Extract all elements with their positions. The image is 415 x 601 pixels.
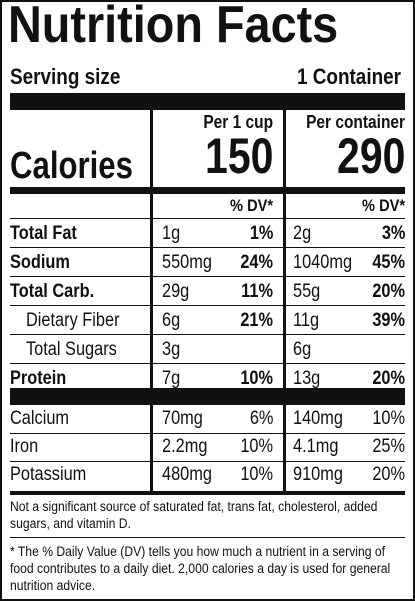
- mineral-name: Iron: [10, 436, 39, 457]
- nutrient-amount-per-container: 11g: [293, 310, 320, 331]
- calories-per-container: 290: [336, 128, 405, 184]
- mineral-dv-per-cup: 6%: [249, 408, 273, 429]
- nutrient-dv-per-container: 20%: [372, 281, 405, 302]
- nutrient-dv-per-cup: 11%: [241, 281, 273, 302]
- nutrient-amount-per-cup: 550mg: [162, 252, 212, 273]
- nutrient-dv-per-container: 45%: [372, 252, 405, 273]
- row-divider: [10, 334, 405, 335]
- footnote-daily-value: * The % Daily Value (DV) tells you how m…: [10, 544, 391, 593]
- nutrient-dv-per-cup: 10%: [240, 368, 273, 389]
- thick-divider-mid: [10, 388, 405, 405]
- mineral-amount-per-cup: 480mg: [162, 464, 212, 485]
- nutrient-dv-per-cup: 21%: [240, 310, 273, 331]
- dv-header-per-container: % DV*: [361, 196, 405, 215]
- nutrient-name: Total Carb.: [10, 281, 95, 302]
- nutrient-name: Total Sugars: [26, 339, 117, 360]
- mineral-dv-per-container: 25%: [372, 436, 405, 457]
- row-divider: [10, 461, 405, 462]
- nutrient-name: Dietary Fiber: [26, 310, 120, 331]
- mineral-dv-per-container: 20%: [372, 464, 405, 485]
- nutrient-name: Sodium: [10, 252, 70, 273]
- medium-divider: [10, 187, 405, 194]
- calories-label: Calories: [10, 145, 133, 187]
- nutrient-amount-per-cup: 6g: [162, 310, 181, 331]
- row-divider: [10, 305, 405, 306]
- row-divider: [10, 247, 405, 248]
- column-divider-2: [283, 109, 286, 492]
- nutrient-amount-per-container: 6g: [293, 339, 312, 360]
- row-divider: [10, 363, 405, 364]
- nutrient-amount-per-container: 2g: [293, 223, 312, 244]
- nutrient-amount-per-container: 13g: [293, 368, 321, 389]
- mineral-dv-per-cup: 10%: [240, 464, 273, 485]
- calories-per-cup: 150: [204, 128, 273, 184]
- mineral-dv-per-cup: 10%: [240, 436, 273, 457]
- nutrient-amount-per-cup: 1g: [162, 223, 181, 244]
- row-divider: [10, 433, 405, 434]
- nutrient-amount-per-cup: 29g: [162, 281, 190, 302]
- label-title: Nutrition Facts: [8, 0, 339, 54]
- column-header-per-cup: Per 1 cup: [203, 112, 273, 132]
- mineral-name: Calcium: [10, 408, 70, 429]
- footnote-divider: [10, 491, 405, 495]
- nutrient-name: Total Fat: [10, 223, 77, 244]
- mineral-amount-per-cup: 2.2mg: [162, 436, 208, 457]
- nutrient-dv-per-container: 3%: [381, 223, 405, 244]
- mineral-amount-per-container: 4.1mg: [293, 436, 339, 457]
- nutrient-amount-per-cup: 7g: [162, 368, 181, 389]
- row-divider: [10, 276, 405, 277]
- column-divider-1: [150, 109, 153, 492]
- nutrient-amount-per-container: 55g: [293, 281, 321, 302]
- row-divider: [10, 218, 405, 219]
- mineral-amount-per-cup: 70mg: [162, 408, 203, 429]
- mineral-name: Potassium: [10, 464, 87, 485]
- serving-size-label: Serving size: [10, 64, 121, 89]
- nutrient-dv-per-container: 39%: [372, 310, 405, 331]
- nutrient-dv-per-cup: 24%: [240, 252, 273, 273]
- nutrient-dv-per-cup: 1%: [249, 223, 273, 244]
- column-header-per-container: Per container: [306, 112, 405, 132]
- nutrient-dv-per-container: 20%: [372, 368, 405, 389]
- mineral-dv-per-container: 10%: [372, 408, 405, 429]
- dv-header-per-cup: % DV*: [229, 196, 273, 215]
- nutrient-name: Protein: [10, 368, 67, 389]
- serving-size-value: 1 Container: [296, 64, 401, 89]
- mineral-amount-per-container: 140mg: [293, 408, 343, 429]
- footnote-not-significant: Not a significant source of saturated fa…: [10, 499, 378, 531]
- mineral-amount-per-container: 910mg: [293, 464, 343, 485]
- footnote-separator: [10, 537, 405, 538]
- nutrient-amount-per-cup: 3g: [162, 339, 181, 360]
- thick-divider-top: [10, 93, 405, 110]
- nutrient-amount-per-container: 1040mg: [293, 252, 353, 273]
